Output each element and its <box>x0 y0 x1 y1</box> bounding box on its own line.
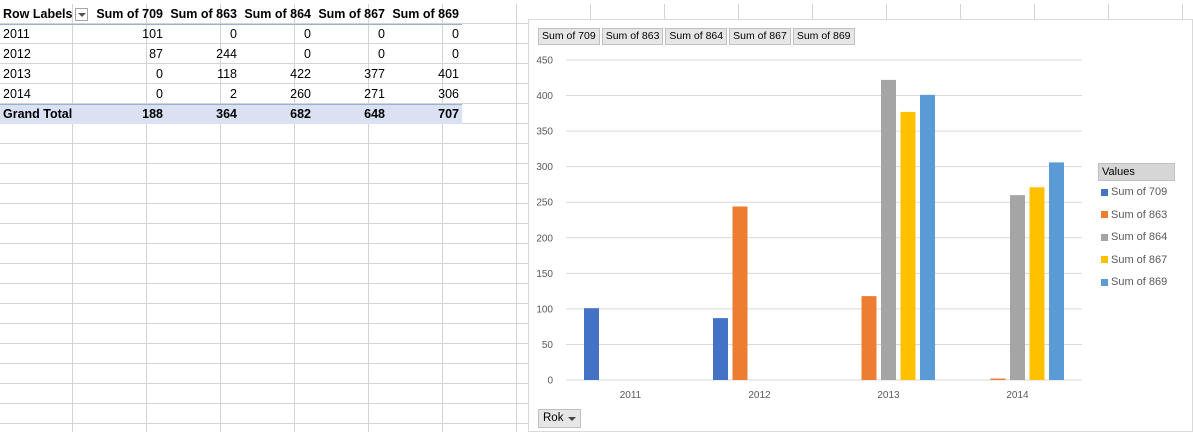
grand-total-cell[interactable]: 707 <box>388 103 462 124</box>
table-cell[interactable]: 422 <box>290 67 311 81</box>
legend-label: Sum of 709 <box>1111 186 1168 199</box>
grand-total-cell[interactable]: 188 <box>92 103 166 124</box>
pivot-chart[interactable]: Sum of 709 Sum of 863 Sum of 864 Sum of … <box>528 19 1193 432</box>
grand-total-cell[interactable]: 364 <box>166 103 240 124</box>
bar[interactable] <box>713 318 728 380</box>
table-cell[interactable]: 377 <box>364 67 385 81</box>
grand-total-label[interactable]: Grand Total <box>0 103 92 124</box>
table-cell[interactable]: 271 <box>364 86 385 101</box>
x-tick-label: 2013 <box>877 390 900 401</box>
y-tick-label: 400 <box>536 91 553 102</box>
y-tick-label: 150 <box>536 269 553 280</box>
value-field-buttons: Sum of 709 Sum of 863 Sum of 864 Sum of … <box>538 28 855 45</box>
legend-item[interactable]: Sum of 864 <box>1098 226 1175 249</box>
y-tick-label: 200 <box>536 233 553 244</box>
table-cell[interactable]: 0 <box>304 47 311 61</box>
table-cell[interactable]: 118 <box>217 67 237 81</box>
row-label[interactable]: 2011 <box>3 27 30 42</box>
bar[interactable] <box>1029 187 1045 380</box>
value-field-button[interactable]: Sum of 867 <box>729 28 791 45</box>
grand-total-cell[interactable]: 682 <box>240 103 314 124</box>
legend-item[interactable]: Sum of 867 <box>1098 249 1175 272</box>
legend-label: Sum of 864 <box>1111 231 1168 244</box>
pivot-table[interactable]: Row Labels Sum of 709 Sum of 863 Sum of … <box>0 4 462 124</box>
grid-top-edge <box>0 0 1193 4</box>
legend-label: Sum of 867 <box>1111 253 1168 266</box>
legend-swatch <box>1101 256 1108 264</box>
column-header[interactable]: Sum of 869 <box>388 4 462 25</box>
table-cell[interactable]: 0 <box>378 27 385 42</box>
value-field-button[interactable]: Sum of 709 <box>538 28 600 45</box>
column-header[interactable]: Sum of 864 <box>240 4 314 25</box>
bar[interactable] <box>861 296 877 380</box>
axis-field-label: Rok <box>543 412 564 424</box>
row-labels-text: Row Labels <box>3 6 73 21</box>
grand-total-cell[interactable]: 648 <box>314 103 388 124</box>
legend-item[interactable]: Sum of 863 <box>1098 204 1175 227</box>
y-tick-label: 250 <box>536 198 553 209</box>
row-label[interactable]: 2014 <box>3 86 31 101</box>
value-field-button[interactable]: Sum of 864 <box>665 28 728 45</box>
table-cell[interactable]: 2 <box>230 86 237 101</box>
dropdown-arrow-icon <box>568 416 577 421</box>
row-label[interactable]: 2013 <box>3 67 31 81</box>
table-row: 2012 87 244 0 0 0 <box>0 44 462 64</box>
y-tick-label: 100 <box>536 304 553 315</box>
table-cell[interactable]: 306 <box>438 86 459 101</box>
y-tick-label: 350 <box>536 127 553 138</box>
table-row: 2011 101 0 0 0 0 <box>0 24 462 44</box>
x-tick-label: 2012 <box>748 390 771 401</box>
bar[interactable] <box>920 94 935 380</box>
table-cell[interactable]: 0 <box>452 47 459 61</box>
table-row: 2013 0 118 422 377 401 <box>0 64 462 84</box>
bar[interactable] <box>584 308 599 380</box>
bar[interactable] <box>900 111 916 381</box>
y-tick-label: 450 <box>536 56 553 67</box>
legend-swatch <box>1101 188 1108 196</box>
bar[interactable] <box>732 206 748 380</box>
table-cell[interactable]: 0 <box>378 47 385 61</box>
table-cell[interactable]: 87 <box>149 47 163 61</box>
table-cell[interactable]: 0 <box>156 67 163 81</box>
legend-label: Sum of 863 <box>1111 208 1168 221</box>
bar[interactable] <box>1010 195 1025 380</box>
row-label[interactable]: 2012 <box>3 47 31 61</box>
y-tick-label: 50 <box>542 340 554 351</box>
x-tick-label: 2014 <box>1006 390 1029 401</box>
value-field-button[interactable]: Sum of 869 <box>792 28 855 45</box>
y-tick-label: 0 <box>547 376 553 387</box>
legend-swatch <box>1101 233 1108 241</box>
column-header[interactable]: Sum of 867 <box>314 4 388 25</box>
legend-item[interactable]: Sum of 709 <box>1098 181 1175 204</box>
axis-field-button[interactable]: Rok <box>538 409 582 428</box>
legend-label: Sum of 869 <box>1111 276 1168 289</box>
value-field-button[interactable]: Sum of 863 <box>601 28 664 45</box>
table-cell[interactable]: 0 <box>156 86 163 101</box>
bar[interactable] <box>1049 162 1064 380</box>
y-tick-label: 300 <box>536 162 553 173</box>
bar[interactable] <box>881 79 896 381</box>
row-labels-header[interactable]: Row Labels <box>0 4 92 25</box>
table-cell[interactable]: 101 <box>142 27 163 42</box>
column-header[interactable]: Sum of 709 <box>92 4 166 25</box>
table-cell[interactable]: 401 <box>438 67 459 81</box>
legend-swatch <box>1101 211 1108 219</box>
x-tick-label: 2011 <box>620 390 642 401</box>
chart-plot-area: 0 50 100 150 200 250 300 350 400 450 2011 2012 2013 2… <box>536 56 1082 401</box>
chart-legend[interactable]: Values Sum of 709 Sum of 863 Sum of 864 Sum… <box>1098 163 1175 294</box>
legend-item[interactable]: Sum of 869 <box>1098 271 1175 294</box>
column-header[interactable]: Sum of 863 <box>166 4 240 25</box>
table-cell[interactable]: 0 <box>452 27 459 42</box>
table-cell[interactable]: 0 <box>304 27 311 42</box>
legend-title[interactable]: Values <box>1098 163 1175 181</box>
table-cell[interactable]: 260 <box>290 86 311 101</box>
grand-total-row: Grand Total 188 364 682 648 707 <box>0 103 462 124</box>
table-cell[interactable]: 244 <box>216 47 237 61</box>
filter-dropdown-icon[interactable] <box>75 7 89 21</box>
pivot-header-row: Row Labels Sum of 709 Sum of 863 Sum of … <box>0 4 462 25</box>
table-cell[interactable]: 0 <box>230 27 237 42</box>
table-row: 2014 0 2 260 271 306 <box>0 84 462 104</box>
legend-swatch <box>1101 278 1108 286</box>
bar[interactable] <box>990 378 1006 380</box>
